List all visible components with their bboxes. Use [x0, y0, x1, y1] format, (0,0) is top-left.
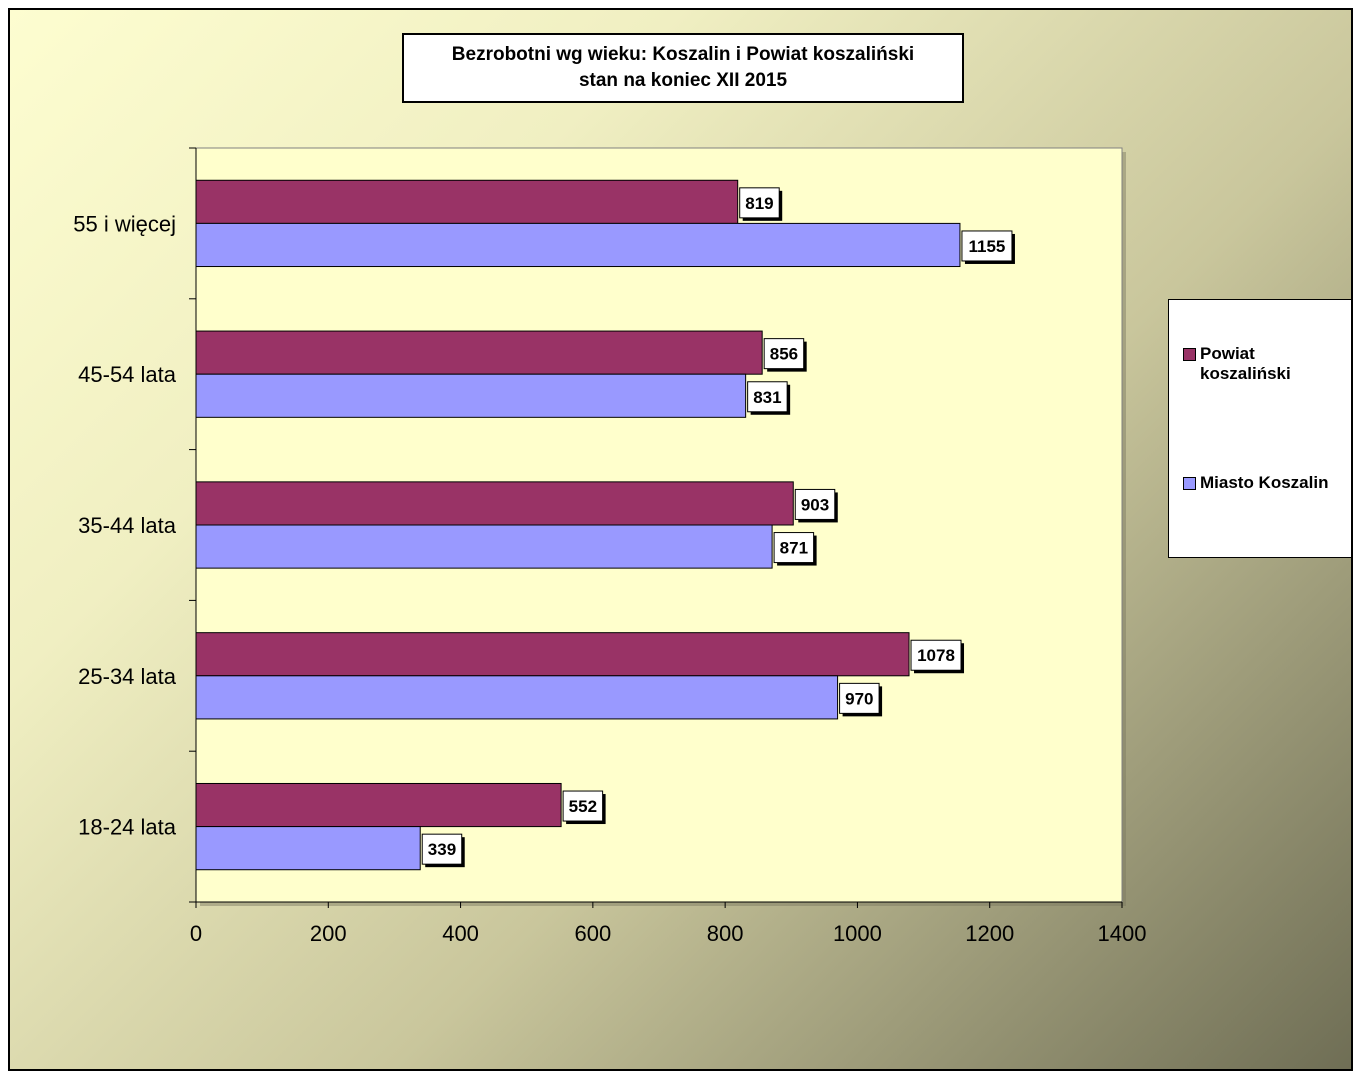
- data-label: 552: [569, 797, 597, 816]
- y-category-label: 25-34 lata: [78, 664, 177, 689]
- data-label: 903: [801, 495, 829, 514]
- bar: [195, 481, 794, 526]
- x-tick-label: 1400: [1098, 921, 1147, 946]
- data-label-box: [961, 230, 1013, 262]
- data-label-box: [773, 532, 815, 564]
- x-tick-label: 1200: [965, 921, 1014, 946]
- bar: [195, 222, 961, 268]
- chart-title: Bezrobotni wg wieku: Koszalin i Powiat k…: [451, 44, 915, 65]
- x-tick-label: 200: [310, 921, 347, 946]
- legend-swatch-powiat: [1183, 348, 1196, 361]
- legend-label-powiat: Powiat koszaliński: [1200, 344, 1291, 383]
- chart-svg: 0 200 400 600 800 1000 1200 1400 55 i więcej 819 1…: [73, 147, 1147, 946]
- data-label-box: [421, 833, 463, 865]
- data-label: 1078: [917, 646, 955, 665]
- x-tick-label: 400: [442, 921, 479, 946]
- data-label: 339: [428, 840, 456, 859]
- bar: [195, 632, 910, 677]
- data-label: 819: [745, 194, 773, 213]
- y-category-label: 55 i więcej: [73, 211, 176, 236]
- bar: [195, 675, 839, 720]
- legend-label-miasto: Miasto Koszalin: [1200, 473, 1329, 492]
- data-label-box: [839, 682, 880, 714]
- data-label: 831: [753, 388, 781, 407]
- chart-title-box: Bezrobotni wg wieku: Koszalin i Powiat k…: [402, 33, 964, 103]
- data-label-box: [794, 488, 836, 520]
- x-tick-label: 800: [707, 921, 744, 946]
- bar: [195, 373, 747, 418]
- chart-subtitle: stan na koniec XII 2015: [578, 70, 788, 91]
- bar: [195, 826, 421, 871]
- x-tick-label: 0: [190, 921, 202, 946]
- chart-frame: 0 200 400 600 800 1000 1200 1400 55 i więcej 819 1…: [8, 8, 1353, 1071]
- data-label: 1155: [969, 237, 1006, 256]
- legend-item-powiat: Powiat koszaliński: [1183, 344, 1350, 384]
- bar: [195, 524, 773, 569]
- x-tick-label: 1000: [833, 921, 882, 946]
- bar: [195, 330, 763, 375]
- data-label: 970: [845, 689, 873, 708]
- data-label-box: [739, 187, 780, 219]
- x-tick-label: 600: [574, 921, 611, 946]
- y-category-label: 18-24 lata: [78, 815, 177, 840]
- data-label: 871: [780, 539, 808, 558]
- data-label-box: [910, 639, 962, 671]
- data-label-box: [562, 790, 604, 822]
- y-category-label: 35-44 lata: [78, 513, 177, 538]
- legend-item-miasto: Miasto Koszalin: [1183, 473, 1350, 493]
- y-category-label: 45-54 lata: [78, 362, 177, 387]
- data-label-box: [763, 338, 805, 370]
- legend-swatch-miasto: [1183, 477, 1196, 490]
- chart-legend: Powiat koszaliński Miasto Koszalin: [1168, 299, 1351, 558]
- data-label-box: [747, 381, 788, 413]
- bar: [195, 782, 562, 828]
- data-label: 856: [770, 345, 798, 364]
- bar: [195, 179, 739, 224]
